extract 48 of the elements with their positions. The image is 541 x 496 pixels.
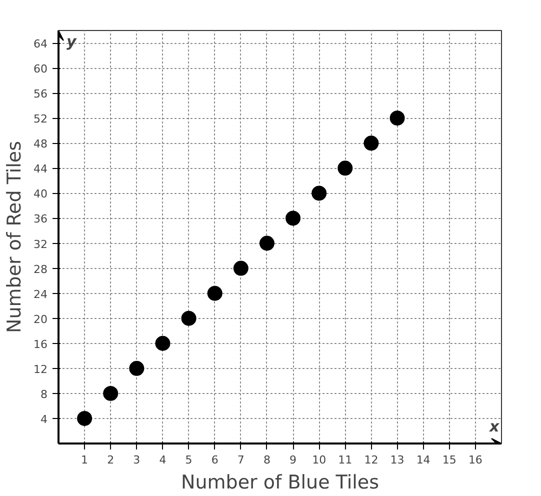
y-tick-label: 60 — [34, 62, 48, 76]
point — [364, 136, 379, 151]
y-tick-label: 40 — [34, 188, 48, 201]
y-tick-label: 44 — [34, 162, 48, 176]
y-tick-label: 16 — [34, 338, 48, 351]
x-tick-label: 6 — [211, 454, 218, 466]
y-tick-label: 24 — [34, 288, 48, 301]
point — [103, 386, 118, 401]
y-tick-label: 20 — [34, 312, 48, 326]
x-tick-label: 11 — [338, 454, 352, 466]
x-tick-label: 1 — [81, 454, 88, 466]
x-tick-label: 3 — [133, 454, 140, 466]
x-axis-title: Number of Blue Tiles — [181, 472, 379, 494]
x-tick-label: 5 — [185, 454, 192, 466]
x-tick-label: 13 — [390, 454, 404, 466]
point — [155, 336, 170, 351]
point — [338, 160, 353, 176]
y-tick-label: 28 — [34, 262, 48, 276]
x-tick-label: 16 — [468, 454, 482, 466]
x-tick-label: 7 — [237, 454, 244, 466]
point — [207, 286, 222, 301]
x-tick-label: 12 — [364, 454, 378, 466]
y-tick-label: 8 — [40, 388, 48, 401]
annotation: x — [488, 418, 500, 436]
x-tick-label: 10 — [312, 454, 326, 466]
point — [77, 410, 92, 426]
y-tick-label: 12 — [34, 362, 48, 376]
point — [129, 360, 144, 376]
y-tick-label: 52 — [34, 112, 48, 126]
y-tick-label: 64 — [34, 38, 48, 51]
x-tick-label: 9 — [290, 454, 297, 466]
y-tick-label: 56 — [34, 88, 48, 101]
x-tick-label: 15 — [442, 454, 456, 466]
x-tick-label: 14 — [416, 454, 430, 466]
y-tick-label: 32 — [34, 238, 48, 251]
point — [390, 110, 405, 126]
point — [312, 186, 327, 201]
x-tick-label: 4 — [159, 454, 166, 466]
y-tick-label: 48 — [34, 138, 48, 151]
point — [259, 236, 274, 251]
y-tick-label: 36 — [34, 212, 48, 226]
x-tick-label: 2 — [107, 454, 114, 466]
y-tick-label: 4 — [40, 412, 48, 426]
point — [286, 210, 301, 226]
x-tick-label: 8 — [263, 454, 270, 466]
y-axis-title: Number of Red Tiles — [4, 140, 26, 334]
point — [181, 310, 196, 326]
point — [233, 260, 248, 276]
